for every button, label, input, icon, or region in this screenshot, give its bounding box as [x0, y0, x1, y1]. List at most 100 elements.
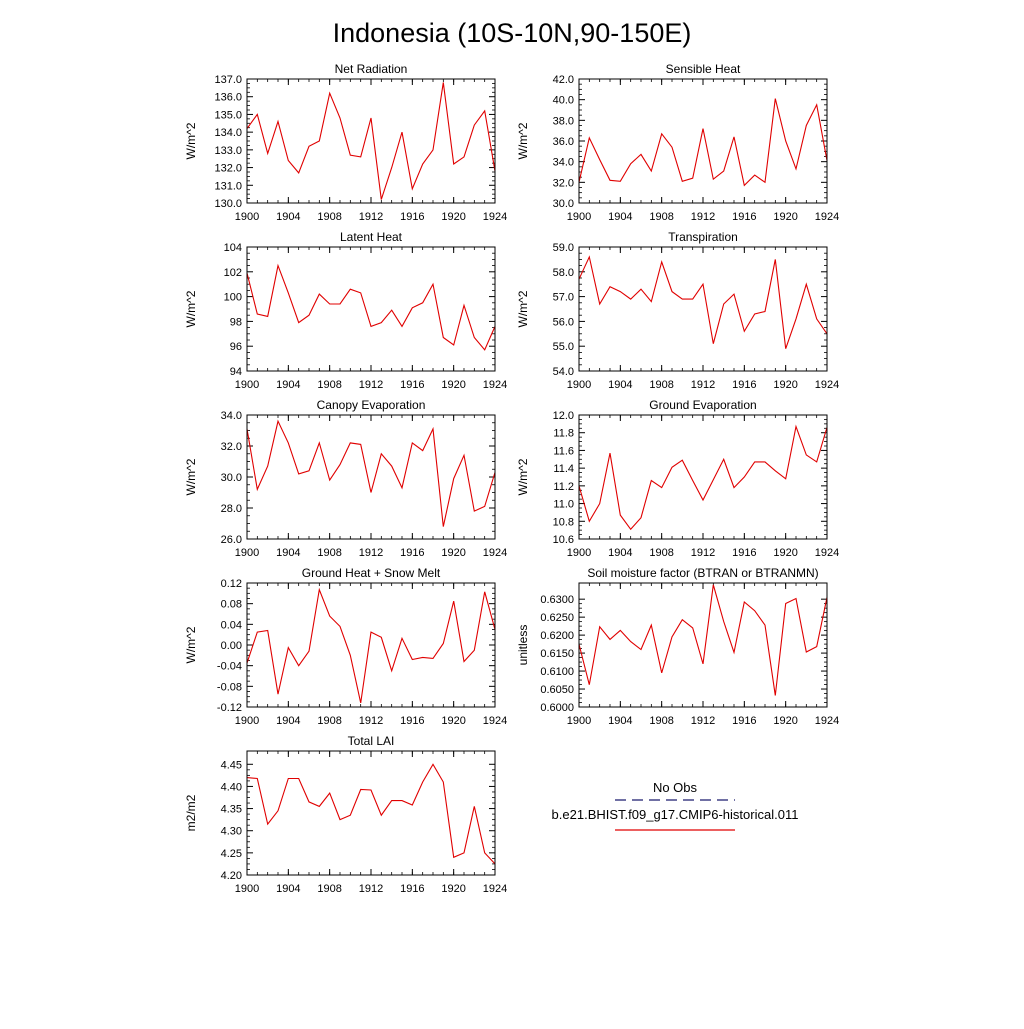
y-tick-label: 134.0: [214, 127, 242, 139]
y-tick-label: 136.0: [214, 92, 242, 104]
y-tick-label: 56.0: [553, 316, 574, 328]
panel-ground-heat-snow-melt: Ground Heat + Snow Melt W/m^2 1900 1904 1908…: [184, 566, 507, 727]
x-tick-label: 1924: [815, 211, 839, 223]
y-tick-label: 30.0: [221, 472, 242, 484]
y-tick-label: 0.6050: [540, 684, 574, 696]
panel-transpiration: Transpiration W/m^2 1900 1904 1908 1912 1916 19…: [516, 230, 839, 391]
y-tick-label: 0.6250: [540, 612, 574, 624]
panel-soil-moisture-factor-btran-or-btranmn: Soil moisture factor (BTRAN or BTRANMN) u…: [516, 566, 839, 727]
plot-frame-sensible-heat: [578, 78, 828, 204]
x-tick-label: 1904: [276, 547, 300, 559]
y-tick-label: 11.0: [553, 499, 574, 511]
y-tick-label: 130.0: [214, 198, 242, 210]
y-tick-label: 137.0: [214, 74, 242, 86]
x-tick-label: 1912: [691, 547, 715, 559]
panel-sensible-heat: Sensible Heat W/m^2 1900 1904 1908 1912 1916 19…: [516, 62, 839, 223]
x-tick-label: 1916: [400, 883, 424, 895]
y-tick-label: 26.0: [221, 534, 242, 546]
x-tick-label: 1908: [317, 715, 341, 727]
x-tick-label: 1912: [359, 379, 383, 391]
x-tick-label: 1920: [441, 883, 465, 895]
y-tick-label: 0.08: [221, 599, 242, 611]
x-tick-label: 1924: [483, 547, 507, 559]
plot-frame-canopy-evaporation: [246, 414, 496, 540]
y-tick-label: 98: [230, 316, 242, 328]
panel-title-latent-heat: Latent Heat: [340, 230, 403, 244]
plot-frame-ground-heat-snow-melt: [246, 582, 496, 708]
series-line-net-radiation: [246, 82, 496, 200]
legend-obs-label: No Obs: [653, 780, 698, 795]
y-axis-label-net-radiation: W/m^2: [184, 122, 198, 159]
y-tick-label: 11.6: [553, 445, 574, 457]
x-tick-label: 1924: [483, 883, 507, 895]
x-tick-label: 1920: [773, 379, 797, 391]
x-tick-label: 1900: [567, 715, 591, 727]
x-tick-label: 1908: [649, 211, 673, 223]
y-tick-label: 102: [224, 267, 242, 279]
legend: No Obs b.e21.BHIST.f09_g17.CMIP6-histori…: [552, 780, 798, 831]
y-axis-label-latent-heat: W/m^2: [184, 290, 198, 327]
x-tick-label: 1924: [483, 715, 507, 727]
y-tick-label: 0.6150: [540, 648, 574, 660]
y-tick-label: 12.0: [553, 410, 574, 422]
x-tick-label: 1916: [400, 211, 424, 223]
series-line-sensible-heat: [578, 98, 828, 187]
x-tick-label: 1908: [317, 883, 341, 895]
x-tick-label: 1916: [400, 547, 424, 559]
y-tick-label: 100: [224, 292, 242, 304]
y-tick-label: 32.0: [221, 441, 242, 453]
series-line-latent-heat: [246, 263, 496, 351]
y-tick-label: 133.0: [214, 145, 242, 157]
y-tick-label: 59.0: [553, 242, 574, 254]
x-tick-label: 1920: [773, 715, 797, 727]
x-tick-label: 1900: [235, 547, 259, 559]
x-tick-label: 1920: [773, 547, 797, 559]
x-tick-label: 1904: [276, 883, 300, 895]
x-tick-label: 1924: [815, 547, 839, 559]
y-tick-label: 11.8: [553, 428, 574, 440]
x-tick-label: 1924: [815, 715, 839, 727]
plot-frame-latent-heat: [246, 246, 496, 372]
y-tick-label: 42.0: [553, 74, 574, 86]
y-tick-label: 104: [224, 242, 242, 254]
x-tick-label: 1904: [276, 211, 300, 223]
y-axis-label-total-lai: m2/m2: [184, 794, 198, 831]
y-tick-label: 54.0: [553, 366, 574, 378]
x-tick-label: 1904: [608, 211, 632, 223]
x-tick-label: 1920: [441, 715, 465, 727]
x-tick-label: 1908: [317, 547, 341, 559]
panel-ground-evaporation: Ground Evaporation W/m^2 1900 1904 1908 1912 1…: [516, 398, 839, 559]
x-tick-label: 1900: [567, 379, 591, 391]
x-tick-label: 1916: [400, 379, 424, 391]
panel-title-ground-heat-snow-melt: Ground Heat + Snow Melt: [302, 566, 441, 580]
panel-title-net-radiation: Net Radiation: [335, 62, 408, 76]
y-tick-label: 0.6200: [540, 630, 574, 642]
y-tick-label: 34.0: [221, 410, 242, 422]
x-tick-label: 1904: [608, 547, 632, 559]
series-line-transpiration: [578, 255, 828, 349]
x-tick-label: 1912: [691, 715, 715, 727]
x-tick-label: 1900: [567, 547, 591, 559]
y-tick-label: 11.2: [553, 481, 574, 493]
y-axis-label-ground-heat-snow-melt: W/m^2: [184, 626, 198, 663]
series-line-ground-evaporation: [578, 424, 828, 531]
y-tick-label: -0.08: [217, 681, 242, 693]
x-tick-label: 1920: [773, 211, 797, 223]
y-axis-label-ground-evaporation: W/m^2: [516, 458, 530, 495]
series-line-ground-heat-snow-melt: [246, 587, 496, 704]
y-tick-label: 4.25: [221, 848, 242, 860]
y-tick-label: 94: [230, 366, 242, 378]
x-tick-label: 1900: [235, 883, 259, 895]
x-tick-label: 1912: [359, 883, 383, 895]
y-tick-label: 10.8: [553, 516, 574, 528]
y-tick-label: 4.20: [221, 870, 242, 882]
y-tick-label: 0.6100: [540, 666, 574, 678]
y-tick-label: 96: [230, 341, 242, 353]
x-tick-label: 1916: [400, 715, 424, 727]
x-tick-label: 1924: [483, 379, 507, 391]
plot-frame-total-lai: [246, 750, 496, 876]
x-tick-label: 1916: [732, 547, 756, 559]
series-line-soil-moisture-factor-btran-or-btranmn: [578, 584, 828, 696]
panel-title-soil-moisture-factor-btran-or-btranmn: Soil moisture factor (BTRAN or BTRANMN): [587, 566, 818, 580]
